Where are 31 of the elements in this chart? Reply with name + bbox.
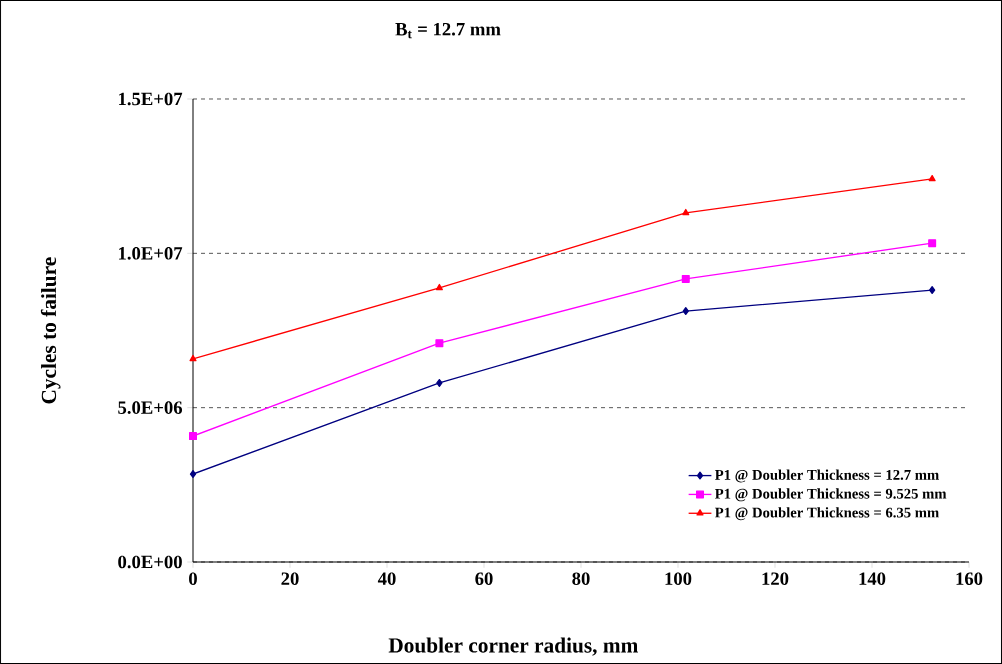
y-tick-label: 0.0E+00 (118, 555, 182, 569)
point (928, 286, 936, 295)
x-tick-label: 100 (665, 572, 692, 585)
point (189, 470, 197, 479)
point (435, 339, 444, 348)
chart-title: B$_{t}$ = 12.7 mm (395, 22, 501, 39)
point (435, 283, 443, 291)
x-tick-label: 140 (859, 572, 886, 585)
x-axis-title: Doubler corner radius, mm (388, 637, 638, 656)
y-tick-label: 1.5E+07 (119, 92, 183, 106)
legend-label: P1 @ Doubler Thickness = 9.525 mm (714, 488, 947, 502)
point (928, 239, 937, 248)
legend-label: P1 @ Doubler Thickness = 6.35 mm (714, 507, 939, 521)
point (681, 274, 690, 283)
x-tick-label: 0 (189, 572, 197, 585)
point (682, 307, 689, 316)
point (436, 378, 443, 387)
x-tick-label: 40 (377, 572, 396, 585)
x-tick-label: 20 (281, 572, 299, 585)
point (928, 174, 936, 182)
y-axis-title: Cycles to failure (40, 257, 61, 404)
y-tick-label: 1.0E+07 (119, 246, 183, 260)
y-tick-label: 5.0E+06 (118, 401, 183, 415)
point (682, 208, 690, 216)
point (189, 432, 197, 441)
x-tick-label: 120 (762, 572, 789, 585)
legend-label: P1 @ Doubler Thickness = 12.7 mm (714, 469, 939, 483)
x-tick-label: 60 (475, 572, 493, 585)
x-tick-label: 160 (956, 572, 983, 585)
point (189, 354, 197, 362)
x-tick-label: 80 (572, 572, 590, 585)
